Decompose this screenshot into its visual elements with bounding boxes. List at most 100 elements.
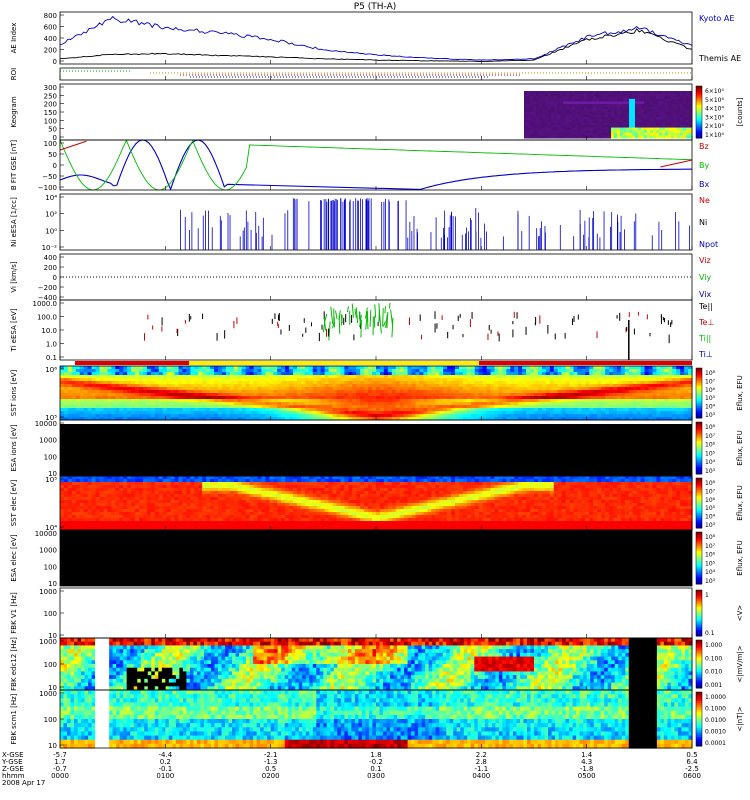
ae-legend-entry: Kyoto AE xyxy=(699,14,734,23)
bx-series-line xyxy=(59,139,692,191)
density-ytick: 10⁰ xyxy=(45,227,57,235)
keogram-cbar-label: [counts] xyxy=(736,97,744,126)
fbk_scm-colorbar-frame xyxy=(695,691,703,747)
esa_e-cbar-tick: 10⁴ xyxy=(705,569,716,576)
bfield-ytick: −50 xyxy=(42,173,57,181)
time-axis-row-label: Z-GSE xyxy=(2,765,24,773)
keogram-cbar-tick: 2×10⁴ xyxy=(705,123,724,130)
fbk_e12-ytick: 100 xyxy=(44,661,57,669)
keogram-ytick: 50 xyxy=(48,126,57,134)
sst_i-colorbar xyxy=(696,368,702,419)
bz-series-line xyxy=(59,140,87,151)
sst_i-cbar-label: Eflux, EFU xyxy=(736,375,744,410)
esa_e-ylabel: ESA elec [eV] xyxy=(10,534,18,581)
esa_i-cbar-tick: 10⁴ xyxy=(705,459,716,466)
esa_i-ytick: 10 xyxy=(48,470,57,478)
velocity-ytick: 200 xyxy=(44,264,57,272)
esa_i-ytick: 1000 xyxy=(39,437,57,445)
time-axis-tick-label: 6.4 xyxy=(686,758,698,766)
sst_e-ytick: 10⁵ xyxy=(45,476,57,484)
sst_i-cbar-tick: 10⁵ xyxy=(705,395,716,402)
time-axis-tick-label: 0.1 xyxy=(370,765,381,773)
density-legend-entry: Ne xyxy=(699,196,710,205)
esa_i-cbar-tick: 10⁸ xyxy=(705,424,716,431)
fbk_scm-ytick: 1000 xyxy=(39,690,57,698)
temp-legend-entry: Ti⊥ xyxy=(698,350,713,359)
time-axis-tick-label: 0.2 xyxy=(160,758,171,766)
fbk_e12-cbar-tick: 0.001 xyxy=(705,682,722,689)
ae-series-line xyxy=(59,28,693,62)
velocity-ytick: 400 xyxy=(44,254,57,262)
ae-series-line xyxy=(59,15,693,61)
time-axis-tick-label: 0.5 xyxy=(265,765,276,773)
time-axis-tick-label: -2.5 xyxy=(685,765,699,773)
time-axis-tick-label: -1.1 xyxy=(474,765,488,773)
fbk_e12-ytick: 1000 xyxy=(39,638,57,646)
sst_e-cbar-tick: 10⁸ xyxy=(705,480,716,487)
keogram-cbar-tick: 1×10⁴ xyxy=(705,132,724,139)
sst_i-cbar-tick: 10⁸ xyxy=(705,370,716,377)
keogram-ytick: 200 xyxy=(44,101,57,109)
fbk_v1-colorbar xyxy=(696,590,702,637)
velocity-legend-entry: Viy xyxy=(699,273,712,282)
ae-legend-entry: Themis AE xyxy=(698,54,741,63)
esa_i-cbar-tick: 10⁶ xyxy=(705,442,716,449)
mode-bar-red xyxy=(75,361,189,365)
sst_e-cbar-tick: 10⁵ xyxy=(705,505,716,512)
time-axis-tick-label: -0.1 xyxy=(158,765,172,773)
fbk_v1-ylabel: FBK V1 [Hz] xyxy=(10,592,18,634)
time-axis-tick-label: 2.8 xyxy=(476,758,487,766)
keogram-image xyxy=(524,91,693,139)
density-ytick: 10² xyxy=(45,211,57,219)
time-axis-tick-label: 1.8 xyxy=(370,751,381,759)
sst_e-cbar-tick: 10⁴ xyxy=(705,514,716,521)
keogram-colorbar xyxy=(696,86,702,139)
temp-ytick: 1000.0 xyxy=(33,300,58,308)
sst_e-ylabel: SST elec [eV] xyxy=(10,479,18,526)
sst_i-ylabel: SST ions [eV] xyxy=(10,369,18,416)
bfield-ytick: −100 xyxy=(38,184,57,192)
plot-title: P5 (TH-A) xyxy=(354,2,397,12)
temp-legend-entry: Ti|| xyxy=(698,334,711,343)
sst_i-cbar-tick: 10³ xyxy=(705,412,716,419)
sst_i-cbar-tick: 10⁷ xyxy=(705,378,716,385)
time-axis-tick-label: 1.7 xyxy=(54,758,65,766)
time-axis-tick-label: 1.4 xyxy=(581,751,593,759)
temp-legend-entry: Te|| xyxy=(698,302,713,311)
fbk_scm-cbar-label: <|nT|> xyxy=(736,706,744,731)
ae-ytick: 0 xyxy=(53,58,57,66)
fbk_v1-cbar-tick: 0.1 xyxy=(705,630,715,637)
esa_e-ytick: 10 xyxy=(48,580,57,588)
temperature-series xyxy=(144,302,673,344)
sst_i-colorbar-frame xyxy=(695,367,703,419)
velocity-legend-entry: Vix xyxy=(699,290,712,299)
bfield-ylabel: B FIT GSE [nT] xyxy=(10,140,18,191)
fbk_v1-ytick: 1000 xyxy=(39,588,57,596)
sst_i-ytick: 10⁵ xyxy=(45,414,57,422)
time-axis-tick-label: -1.8 xyxy=(580,765,594,773)
sst_e-cbar-tick: 10³ xyxy=(705,522,716,529)
fbk_e12-colorbar xyxy=(696,640,702,689)
fbk_scm-ytick: 10 xyxy=(48,742,57,750)
time-axis-row-label: Y-GSE xyxy=(1,758,23,766)
fbk_scm-cbar-tick: 0.0010 xyxy=(705,729,726,736)
esa_e-ytick: 10000 xyxy=(35,530,57,538)
esa_i-cbar-label: Eflux, EFU xyxy=(736,430,744,465)
esa_i-colorbar xyxy=(696,422,702,475)
fbk_scm-ylabel: FBK scm1 [Hz] xyxy=(10,693,18,744)
fbk_v1-cbar-label: <V> xyxy=(736,605,744,622)
velocity-legend-entry: Viz xyxy=(699,256,711,265)
time-axis-tick-label: 0500 xyxy=(578,772,596,780)
fbk_v1-ytick: 100 xyxy=(44,610,57,618)
esa-ions-top-band xyxy=(60,420,692,424)
fbk_e12-colorbar-frame xyxy=(695,639,703,689)
esa_e-cbar-tick: 10⁶ xyxy=(705,552,716,559)
ae-frame xyxy=(59,11,693,65)
ae-ylabel: AE Index xyxy=(10,23,18,54)
time-axis-tick-label: 4.3 xyxy=(581,758,592,766)
esa_i-ytick: 10000 xyxy=(35,420,57,428)
sst_i-cbar-tick: 10⁶ xyxy=(705,387,716,394)
keogram-colorbar-frame xyxy=(695,85,703,139)
fbk_e12-ytick: 10 xyxy=(48,684,57,692)
